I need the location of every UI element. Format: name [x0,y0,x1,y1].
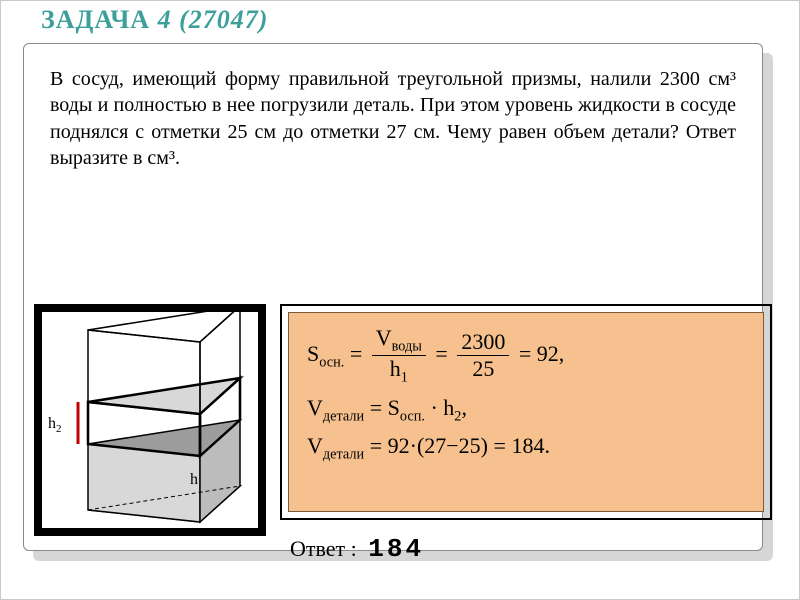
h1-sym: h [390,356,401,381]
eq4: = [370,395,382,420]
val-S: 92, [537,341,565,366]
sub-det2: детали [323,447,364,463]
figure-frame: h2 h [34,304,266,536]
v-sym: V [376,325,392,350]
frac2-num: 2300 [457,329,509,356]
answer-value: 184 [368,534,424,564]
one-sub: 1 [401,370,408,386]
frac1-num: Vводы [372,325,426,356]
header-word: ЗАДАЧА [41,5,150,34]
figure-inner: h2 h [42,312,258,528]
sub-osn: осн. [319,354,344,370]
formula-frame: Sосн. = Vводы h1 = 2300 25 = 92, Vдетал [280,304,772,520]
formula-line-2: Vдетали = Sосп. · h2, [307,395,745,425]
content-panel: В сосуд, имеющий форму правильной треуго… [23,43,763,551]
sym-Vdet2: V [307,433,323,458]
water-sub: воды [392,338,422,354]
frac1-den: h1 [372,356,426,386]
answer-label: Ответ : [290,536,357,561]
frac2-den: 25 [457,356,509,382]
eq1: = [350,341,362,366]
sub-det: детали [323,408,364,424]
res: 184. [511,433,550,458]
problem-header: ЗАДАЧА 4 (27047) [41,5,759,35]
prism-top-face [88,312,240,342]
prism-front-lower [88,444,200,522]
h2-sym: h [443,395,454,420]
formula-line-3: Vдетали = 92·(27−25) = 184. [307,433,745,463]
comma1: , [461,395,467,420]
formula-line-1: Sосн. = Vводы h1 = 2300 25 = 92, [307,325,745,387]
formula-inner: Sосн. = Vводы h1 = 2300 25 = 92, Vдетал [288,312,764,512]
sym-S: S [307,341,319,366]
problem-text: В сосуд, имеющий форму правильной треуго… [50,66,736,172]
frac-1: Vводы h1 [372,325,426,387]
frac-2: 2300 25 [457,329,509,382]
slide: ЗАДАЧА 4 (27047) В сосуд, имеющий форму … [0,0,800,600]
h2-label: h2 [48,415,62,435]
eq6: = [494,433,506,458]
eq3: = [519,341,531,366]
header-number: 4 (27047) [158,5,269,34]
sym-Vdet: V [307,395,323,420]
prism-diagram: h2 h [42,312,258,528]
eq2: = [435,341,447,366]
sub-osp: осп. [400,408,425,424]
answer-line: Ответ : 184 [290,534,424,564]
dot1: · [430,395,437,420]
h1-label: h [190,471,198,488]
calc: 92·(27−25) [388,433,488,458]
water-new-face [88,378,240,414]
sym-S2: S [388,395,400,420]
eq5: = [370,433,382,458]
